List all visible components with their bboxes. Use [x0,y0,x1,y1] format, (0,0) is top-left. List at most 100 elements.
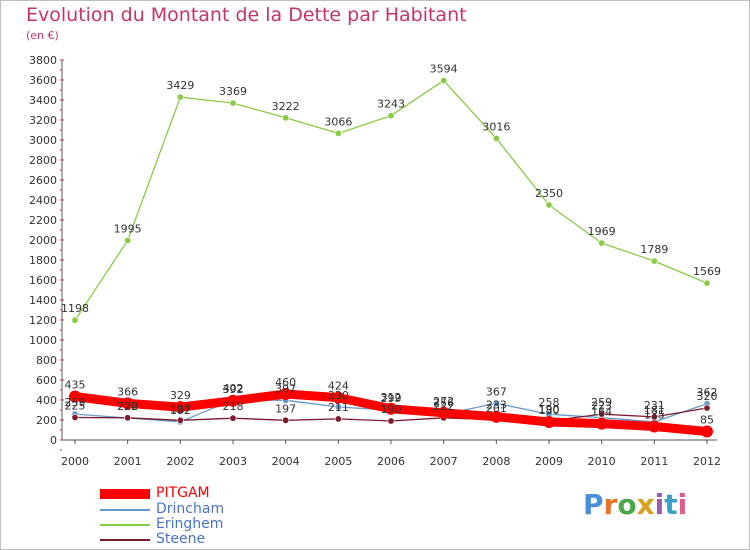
data-label-eringhem: 3243 [377,98,405,111]
data-point-pitgam [332,391,345,404]
data-point-steene [650,413,658,421]
data-point-pitgam [227,394,239,407]
y-tick-label: 2400 [29,194,57,207]
data-label-eringhem: 1198 [61,302,89,315]
data-label-steene: 197 [170,402,191,415]
data-label-steene: 190 [539,403,560,416]
logo-letter: P [583,488,604,521]
data-label-drincham: 220 [117,400,138,413]
data-label-pitgam: 424 [328,380,349,393]
data-point-eringhem [282,114,290,122]
data-point-pitgam [385,402,397,415]
data-label-pitgam: 435 [65,379,86,392]
x-tick-label: 2001 [114,455,142,468]
data-point-steene [387,417,395,425]
data-label-steene: 201 [486,402,507,415]
data-point-pitgam [279,388,292,400]
x-tick-label: 2005 [324,455,352,468]
data-label-eringhem: 3594 [430,63,458,76]
data-point-eringhem [650,257,658,265]
data-point-eringhem [229,99,237,107]
legend-label-pitgam: PITGAM [156,485,210,501]
data-point-steene [703,404,711,412]
data-label-pitgam: 180 [539,404,560,417]
data-point-eringhem [387,112,395,120]
y-tick-label: 2600 [29,174,57,187]
data-label-pitgam: 366 [117,385,138,398]
data-label-drincham: 259 [65,396,86,409]
data-label-eringhem: 1995 [114,223,142,236]
data-label-eringhem: 3016 [482,120,510,133]
data-point-eringhem [334,129,342,137]
data-label-drincham: 330 [328,389,349,402]
data-point-eringhem [124,237,132,245]
data-point-pitgam [69,390,81,403]
data-point-pitgam [701,425,713,438]
data-label-drincham: 181 [644,404,665,417]
data-label-pitgam: 312 [381,391,402,404]
data-label-drincham: 299 [381,392,402,405]
data-point-pitgam [121,397,134,410]
y-tick-label: 1200 [29,314,57,327]
x-tick-label: 2008 [482,455,510,468]
x-tick-label: 2000 [61,455,89,468]
data-point-steene [71,413,79,421]
legend-swatch-steene [100,539,150,541]
data-label-pitgam: 233 [486,399,507,412]
y-tick-label: 1400 [29,294,57,307]
y-tick-label: 3000 [29,134,57,147]
x-tick-label: 2010 [588,455,616,468]
data-label-pitgam: 85 [700,414,714,427]
data-label-pitgam: 135 [644,409,665,422]
data-label-steene: 222 [117,400,138,413]
data-point-pitgam [595,417,608,430]
y-tick-label: 2000 [29,234,57,247]
data-label-steene: 190 [381,403,402,416]
data-label-pitgam: 329 [170,389,191,402]
y-tick-label: 600 [36,374,57,387]
data-label-eringhem: 2350 [535,187,563,200]
data-label-pitgam: 460 [275,376,296,389]
data-point-pitgam [174,401,187,414]
x-tick-label: 2009 [535,455,563,468]
data-label-drincham: 367 [486,385,507,398]
logo-letter: i [654,488,665,521]
data-label-steene: 211 [328,401,349,414]
data-point-eringhem [492,134,500,142]
proxiti-logo: Proxiti [583,488,687,521]
data-point-pitgam [490,410,503,423]
data-label-eringhem: 1569 [693,265,721,278]
data-label-drincham: 182 [170,404,191,417]
data-point-steene [334,415,342,423]
data-label-eringhem: 1789 [640,243,668,256]
data-point-steene [124,414,132,422]
y-tick-label: 800 [36,354,57,367]
data-label-steene: 259 [591,396,612,409]
data-point-eringhem [71,316,79,324]
data-label-steene: 197 [275,402,296,415]
data-label-eringhem: 3222 [272,100,300,113]
data-point-pitgam [543,416,555,428]
data-label-steene: 218 [223,400,244,413]
data-label-drincham: 256 [433,396,454,409]
data-label-pitgam: 272 [433,395,454,408]
data-point-eringhem [598,239,606,247]
y-tick-label: 3800 [29,54,57,67]
data-label-eringhem: 1969 [588,225,616,238]
legend-label-drincham: Drincham [156,501,225,517]
data-label-drincham: 402 [223,382,244,395]
data-point-steene [229,414,237,422]
logo-letter: x [636,488,655,521]
data-point-steene [176,416,184,424]
y-tick-label: 1000 [29,334,57,347]
data-label-steene: 222 [433,400,454,413]
data-label-steene: 320 [697,390,718,403]
data-point-pitgam [437,406,450,419]
x-tick-label: 2012 [693,455,721,468]
data-label-eringhem: 3429 [166,79,194,92]
y-tick-label: 2800 [29,154,57,167]
legend-label-steene: Steene [156,531,206,547]
x-tick-label: 2004 [272,455,300,468]
y-tick-label: 1800 [29,254,57,267]
